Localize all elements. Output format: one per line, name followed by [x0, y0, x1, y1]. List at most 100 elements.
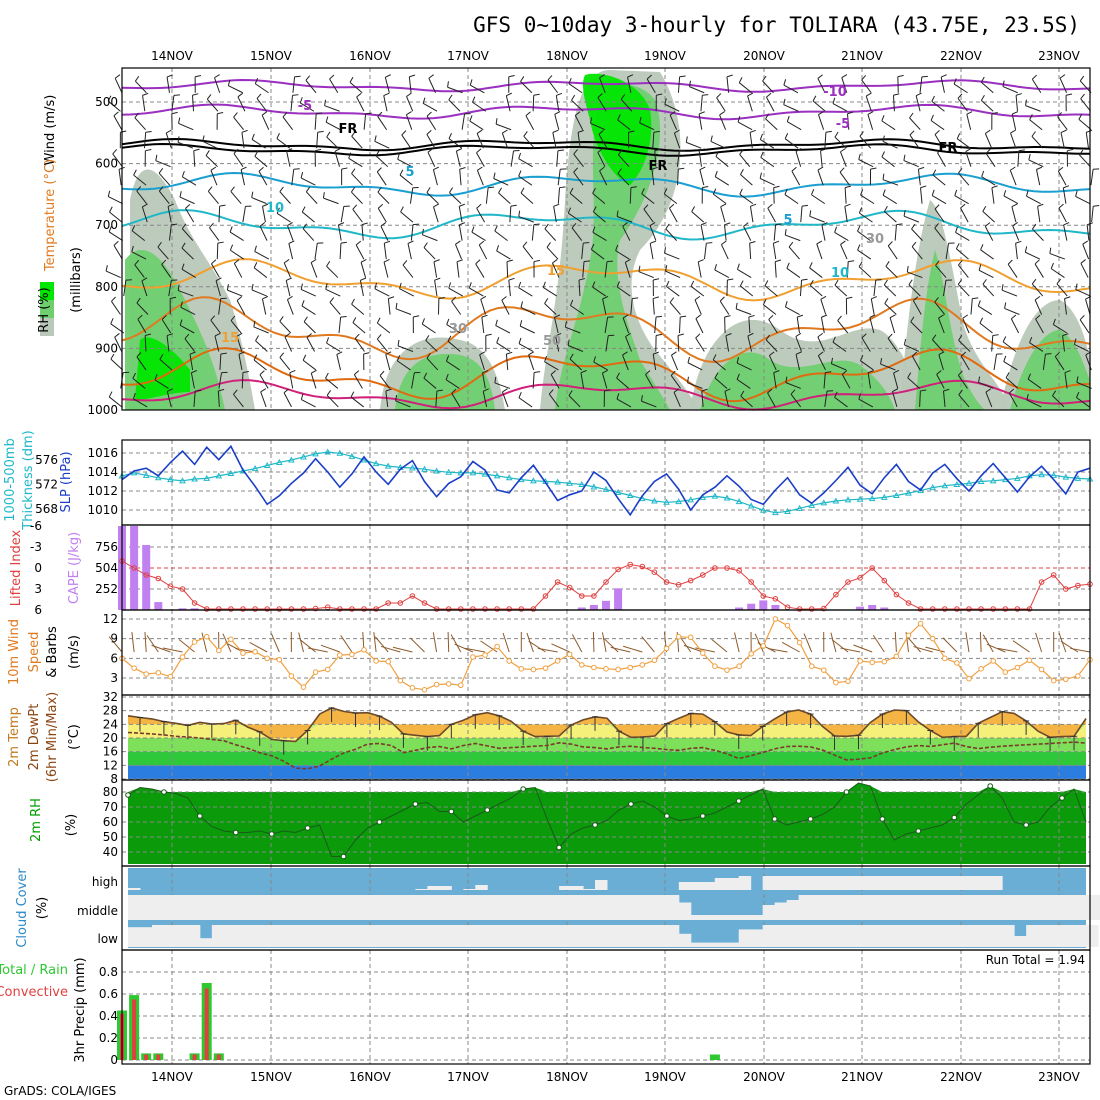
wind-barb-flag	[790, 389, 796, 395]
cloud-clear-segment	[175, 895, 189, 920]
wind-barb-flag	[821, 222, 828, 226]
wind-barb	[915, 95, 921, 112]
cloud-clear-segment	[738, 929, 752, 947]
wind-barb-flag	[438, 296, 445, 300]
cloud-clear-segment	[475, 925, 488, 947]
wind-barb	[602, 298, 607, 315]
wind-barb-flag	[428, 74, 434, 79]
wind-barb	[184, 338, 195, 352]
wind-barb	[883, 284, 897, 297]
cloud-clear-segment	[259, 895, 273, 920]
wind-barb	[627, 77, 632, 93]
wind-barb	[957, 375, 968, 389]
wind-barb	[597, 152, 606, 167]
lifted-index-point	[651, 569, 658, 576]
cloud-clear-segment	[990, 895, 1003, 920]
wind-barb-flag	[832, 97, 836, 104]
wind-barb	[903, 215, 920, 223]
cloud-clear-segment	[307, 925, 321, 947]
wind-barb	[288, 243, 294, 260]
cloud-clear-segment	[798, 895, 812, 920]
wind-barb	[326, 342, 341, 352]
wind-barb-flag	[236, 296, 243, 301]
rh-point	[987, 783, 994, 789]
wind-speed-point	[1063, 676, 1069, 683]
cloud-clear-segment	[762, 905, 776, 920]
wind-barb	[865, 95, 872, 112]
wind-barb	[236, 300, 246, 315]
wind-barb	[763, 304, 777, 315]
cloud-cover-axis-label: Cloud Cover	[15, 868, 30, 948]
cloud-clear-segment	[571, 886, 584, 890]
thickness-axis-label: 1000-500mb	[3, 438, 18, 522]
cloud-clear-segment	[439, 925, 452, 947]
wind-barb-flag	[698, 111, 705, 115]
cape-bar	[771, 605, 780, 610]
wind-barb	[592, 193, 606, 205]
wind-speed-point	[954, 660, 960, 666]
wind-barb	[399, 288, 414, 297]
wind-speed-point	[155, 669, 162, 676]
wind-barb-flag	[669, 297, 675, 303]
wind-barb-flag	[286, 277, 292, 281]
wind-barb-flag	[597, 148, 603, 153]
wind-speed-point	[494, 643, 500, 650]
wind-barb-flag	[301, 300, 305, 307]
rh-shaded-region	[395, 353, 495, 410]
thickness-point	[808, 501, 816, 508]
wind-barb	[601, 372, 608, 389]
lifted-index-point	[361, 606, 367, 612]
lifted-index-point	[603, 579, 609, 585]
wind-barb	[945, 243, 950, 260]
wind-barb-flag	[451, 296, 457, 302]
wind-barb-flag	[932, 169, 937, 176]
wind-barb	[624, 262, 631, 278]
wind-barb	[325, 121, 341, 131]
surface-wind-barb	[603, 637, 619, 653]
rh-point	[484, 807, 491, 813]
wind-barb-flag	[762, 75, 767, 82]
cloud-clear-segment	[559, 886, 572, 890]
wind-speed-point	[397, 677, 404, 684]
wind-barb	[218, 206, 221, 223]
cloud-clear-segment	[726, 942, 740, 947]
wind-barb	[1075, 196, 1091, 205]
thickness-point	[300, 453, 307, 460]
wind-barb-flag	[740, 169, 744, 175]
wind-barb-flag	[1075, 391, 1080, 398]
wind-barb-flag	[310, 369, 317, 374]
temp-contour-minus10	[121, 78, 1091, 93]
wind-barb-flag	[383, 92, 390, 97]
wind-barb	[131, 230, 146, 241]
wind-barb	[1031, 283, 1044, 297]
rh-point	[125, 792, 131, 798]
panel-frame	[121, 949, 1091, 1065]
wind-speed-point	[191, 639, 198, 645]
wind-speed-point	[337, 652, 343, 658]
wind-speed-point	[857, 658, 863, 664]
wind-barb-flag	[360, 258, 367, 263]
wind-barb-flag	[141, 277, 148, 282]
wind-barb-flag	[809, 262, 813, 269]
wind-barb	[314, 113, 317, 130]
wind-barb-flag	[397, 339, 400, 346]
wind-barb	[812, 100, 826, 112]
wind-barb-flag	[341, 167, 348, 170]
wind-barb	[760, 157, 775, 168]
wind-barb	[604, 261, 608, 278]
wind-barb	[363, 113, 367, 130]
wind-barb	[324, 105, 340, 112]
wind-barb-flag	[664, 98, 667, 105]
wind-barb-flag	[547, 75, 553, 81]
wind-barb-flag	[336, 351, 343, 355]
wind-barb	[844, 187, 847, 204]
wind-barb-flag	[210, 315, 216, 321]
wind-barb-flag	[520, 301, 524, 308]
wind-barb-flag	[653, 351, 660, 355]
wind-barb	[494, 230, 508, 241]
wind-barb-flag	[218, 388, 225, 392]
wind-barb-flag	[685, 136, 688, 143]
wind-barb-flag	[520, 76, 525, 82]
wind-barb	[1003, 361, 1018, 371]
contour-label: 15	[547, 264, 565, 279]
